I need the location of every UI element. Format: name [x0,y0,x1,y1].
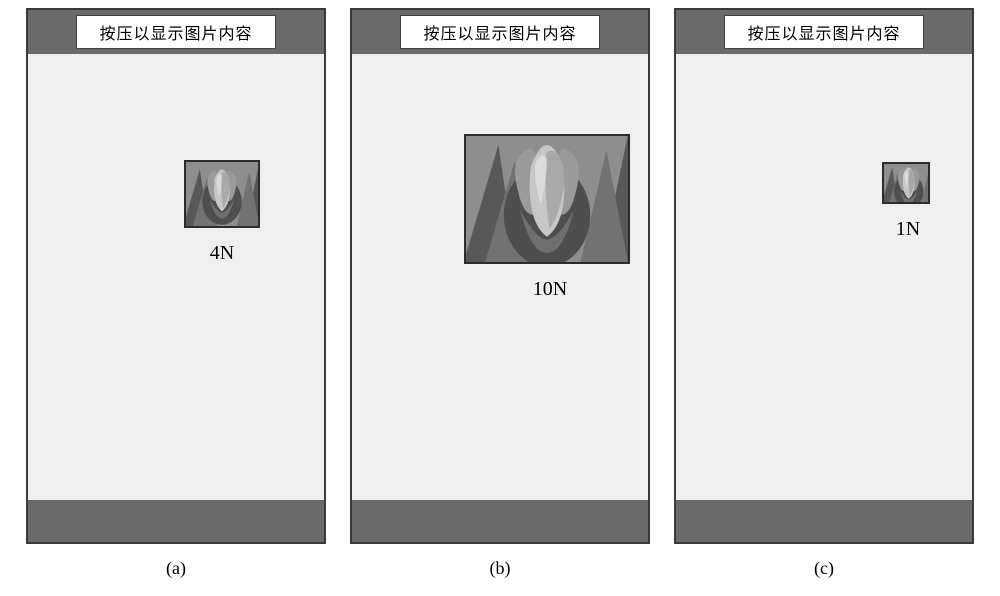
top-bar: 按压以显示图片内容 [28,10,324,54]
panel-caption: (a) [166,558,186,579]
bottom-bar [676,500,972,542]
top-bar: 按压以显示图片内容 [352,10,648,54]
panel-caption: (b) [490,558,511,579]
image-preview[interactable] [184,160,260,228]
force-label: 4N [210,242,234,265]
image-preview[interactable] [882,162,930,204]
touch-screen[interactable]: 4N [28,54,324,500]
touch-screen[interactable]: 10N [352,54,648,500]
header-instruction: 按压以显示图片内容 [724,15,923,49]
bottom-bar [352,500,648,542]
bottom-bar [28,500,324,542]
top-bar: 按压以显示图片内容 [676,10,972,54]
device-b: 按压以显示图片内容 10N [350,8,650,544]
device-a: 按压以显示图片内容 4N [26,8,326,544]
device-c: 按压以显示图片内容 1N [674,8,974,544]
header-instruction: 按压以显示图片内容 [400,15,599,49]
image-preview[interactable] [464,134,630,264]
force-label: 1N [896,218,920,241]
header-instruction: 按压以显示图片内容 [76,15,275,49]
panel-caption: (c) [814,558,834,579]
touch-screen[interactable]: 1N [676,54,972,500]
force-label: 10N [533,278,567,301]
